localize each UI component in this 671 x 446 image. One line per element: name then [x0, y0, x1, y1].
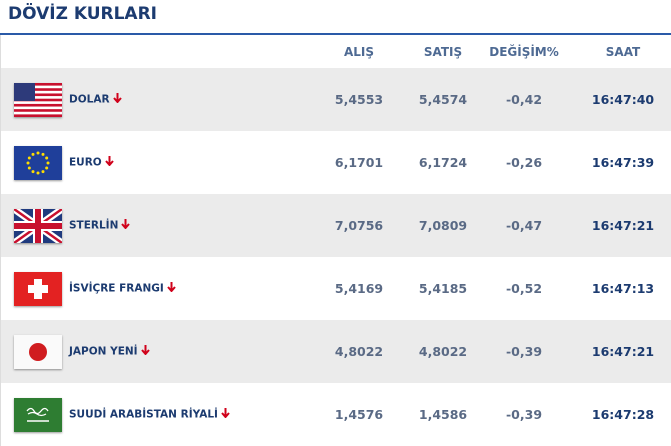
column-header: DEĞİŞİM%: [489, 45, 559, 59]
widget-title: DÖVİZ KURLARI: [8, 4, 158, 24]
alis-value: 1,4576: [334, 407, 384, 422]
flag-graphic: [14, 272, 62, 306]
currency-name: İSVİÇRE FRANGI: [69, 282, 164, 295]
flag-graphic: [14, 335, 62, 369]
currency-row: EURO 6,1701 6,1724 -0,26 16:47:39: [0, 131, 671, 194]
currency-name-wrap: STERLİN: [69, 219, 131, 232]
arrow-graphic: [112, 93, 122, 104]
flag-icon: [14, 272, 62, 306]
arrow-graphic: [167, 282, 176, 293]
alis-value: 5,4169: [334, 281, 384, 296]
currency-row: STERLİN 7,0756 7,0809 -0,47 16:47:21: [0, 194, 671, 257]
flag-icon: [14, 83, 62, 117]
satis-value: 5,4185: [418, 281, 468, 296]
degisim-value: -0,26: [505, 155, 543, 170]
down-arrow: [104, 156, 114, 169]
currency-row: JAPON YENİ 4,8022 4,8022 -0,39 16:47:21: [0, 320, 671, 383]
degisim-value: -0,39: [505, 407, 543, 422]
degisim-value: -0,52: [505, 281, 543, 296]
column-header: SATIŞ: [423, 45, 463, 59]
alis-value: 4,8022: [334, 344, 384, 359]
degisim-value: -0,39: [505, 344, 543, 359]
down-arrow: [140, 345, 150, 358]
satis-value: 1,4586: [418, 407, 468, 422]
degisim-value: -0,47: [505, 218, 543, 233]
flag-icon: [14, 335, 62, 369]
saat-value: 16:47:39: [591, 155, 655, 170]
table-header: ALIŞ SATIŞ DEĞİŞİM% SAAT: [0, 35, 671, 68]
alis-value: 7,0756: [334, 218, 384, 233]
currency-name-wrap: EURO: [69, 156, 114, 169]
satis-value: 4,8022: [418, 344, 468, 359]
currency-name-wrap: İSVİÇRE FRANGI: [69, 282, 176, 295]
currency-row: DOLAR 5,4553 5,4574 -0,42 16:47:40: [0, 68, 671, 131]
currency-name: STERLİN: [69, 219, 119, 232]
arrow-graphic: [104, 156, 114, 167]
alis-value: 5,4553: [334, 92, 384, 107]
saat-value: 16:47:21: [591, 344, 655, 359]
currency-row: SUUDİ ARABİSTAN RİYALİ 1,4576 1,4586 -0,39 1…: [0, 383, 671, 446]
down-arrow: [221, 408, 230, 421]
saat-value: 16:47:21: [591, 218, 655, 233]
arrow-graphic: [140, 345, 150, 356]
flag-icon: [14, 398, 62, 432]
currency-name-wrap: DOLAR: [69, 93, 122, 106]
saat-value: 16:47:28: [591, 407, 655, 422]
down-arrow: [112, 93, 122, 106]
saat-value: 16:47:40: [591, 92, 655, 107]
currency-name: SUUDİ ARABİSTAN RİYALİ: [69, 408, 218, 421]
flag-icon: [14, 146, 62, 180]
currency-name: DOLAR: [69, 93, 110, 106]
arrow-graphic: [121, 219, 131, 230]
currency-name-wrap: SUUDİ ARABİSTAN RİYALİ: [69, 408, 230, 421]
currency-name: JAPON YENİ: [69, 345, 138, 358]
currency-row: İSVİÇRE FRANGI 5,4169 5,4185 -0,52 16:47:13: [0, 257, 671, 320]
flag-graphic: [14, 83, 62, 117]
satis-value: 7,0809: [418, 218, 468, 233]
flag-graphic: [14, 146, 62, 180]
flag-graphic: [14, 398, 62, 432]
arrow-graphic: [221, 408, 230, 419]
column-header: SAAT: [605, 45, 641, 59]
satis-value: 6,1724: [418, 155, 468, 170]
down-arrow: [121, 219, 131, 232]
flag-graphic: [11, 206, 65, 246]
title-rule: [0, 33, 671, 35]
alis-value: 6,1701: [334, 155, 384, 170]
saat-value: 16:47:13: [591, 281, 655, 296]
down-arrow: [167, 282, 176, 295]
currency-name: EURO: [69, 156, 102, 169]
satis-value: 5,4574: [418, 92, 468, 107]
currency-name-wrap: JAPON YENİ: [69, 345, 150, 358]
degisim-value: -0,42: [505, 92, 543, 107]
flag-icon: [11, 206, 65, 246]
column-header: ALIŞ: [343, 45, 375, 59]
